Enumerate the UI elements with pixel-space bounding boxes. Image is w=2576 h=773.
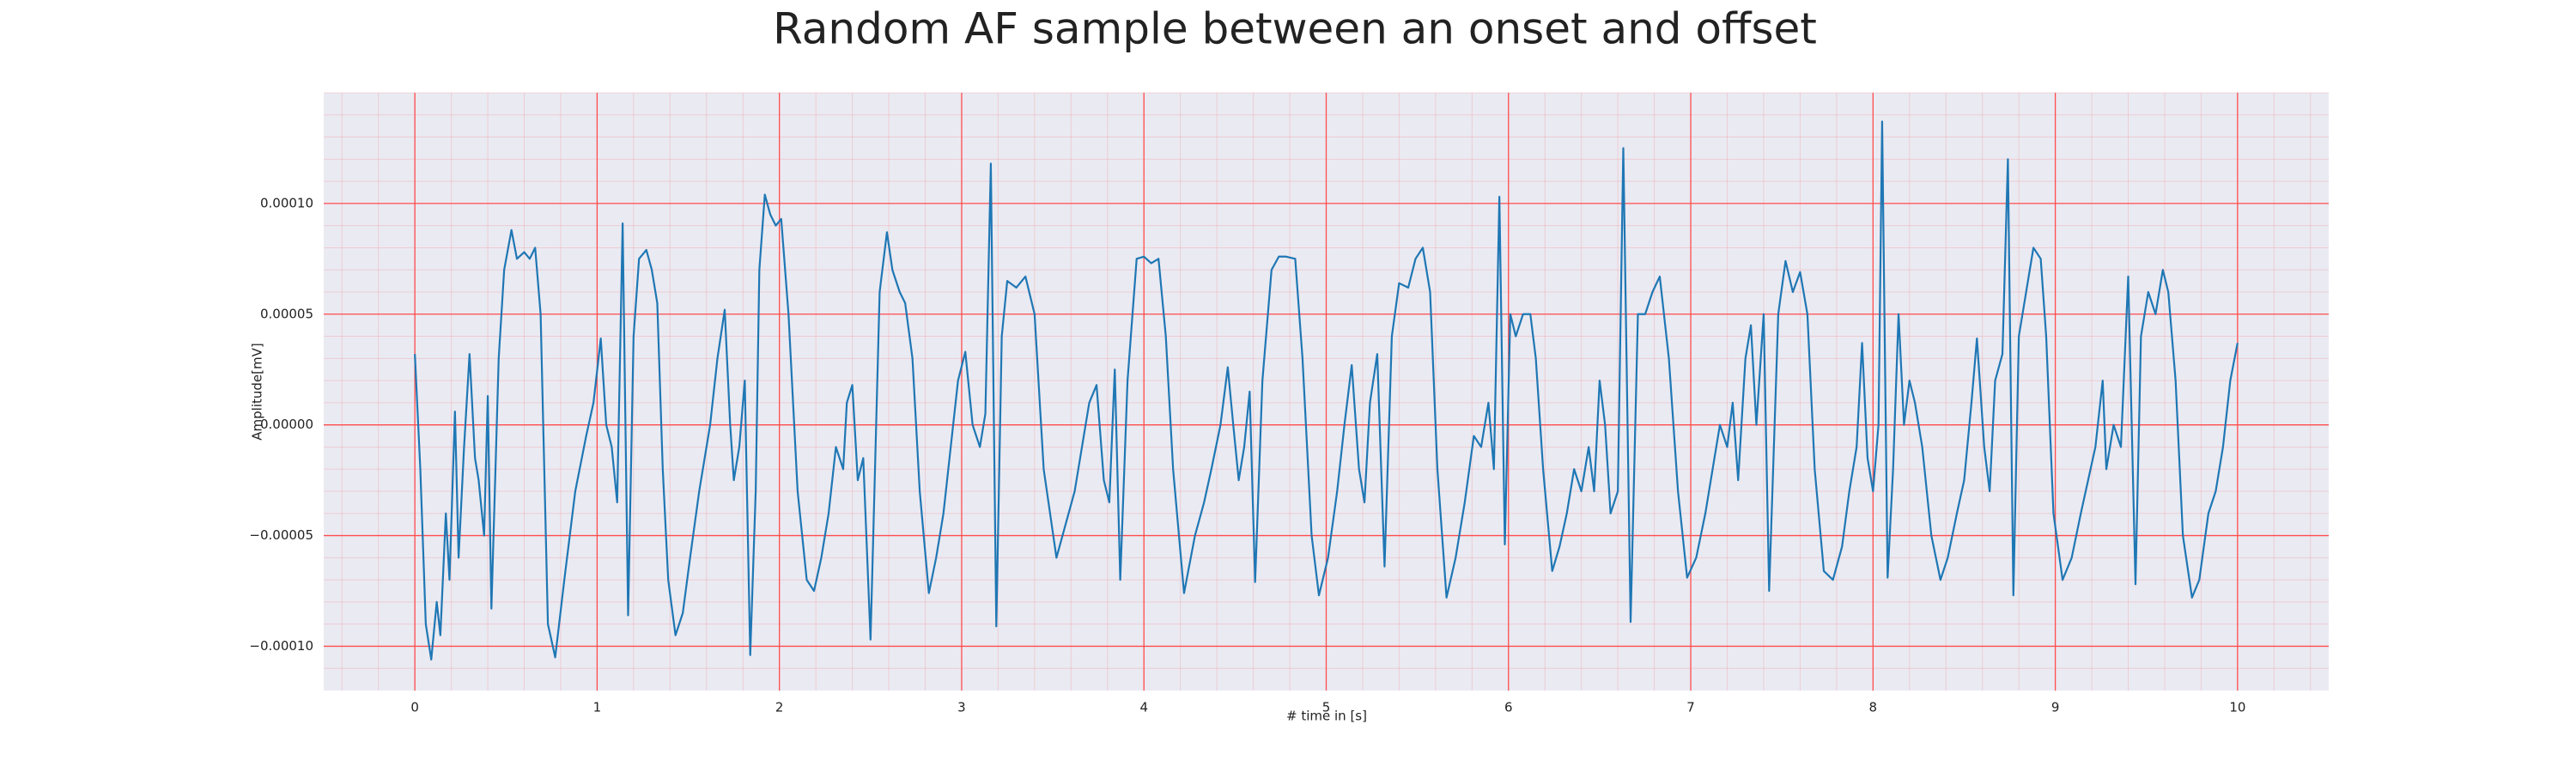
x-tick-label: 9 [2051,700,2060,715]
data-line [414,120,2239,661]
x-tick-label: 7 [1686,700,1695,715]
x-tick-label: 6 [1504,700,1513,715]
y-tick-label: −0.00010 [249,638,313,654]
y-tick-label: −0.00005 [249,527,313,543]
x-tick-label: 2 [775,700,784,715]
y-tick-label: 0.00000 [260,417,313,432]
x-tick-label: 0 [410,700,419,715]
y-tick-label: 0.00005 [260,306,313,321]
x-tick-label: 8 [1869,700,1878,715]
x-tick-label: 10 [2229,700,2245,715]
chart-title: Random AF sample between an onset and of… [773,4,1817,54]
x-tick-label: 3 [957,700,966,715]
x-axis-label: # time in [s] [1286,709,1367,724]
y-axis-label: Amplitude[mV] [250,343,265,440]
x-tick-label: 4 [1139,700,1148,715]
x-tick-label: 5 [1322,700,1331,715]
y-tick-label: 0.00010 [260,195,313,210]
x-tick-label: 1 [593,700,602,715]
